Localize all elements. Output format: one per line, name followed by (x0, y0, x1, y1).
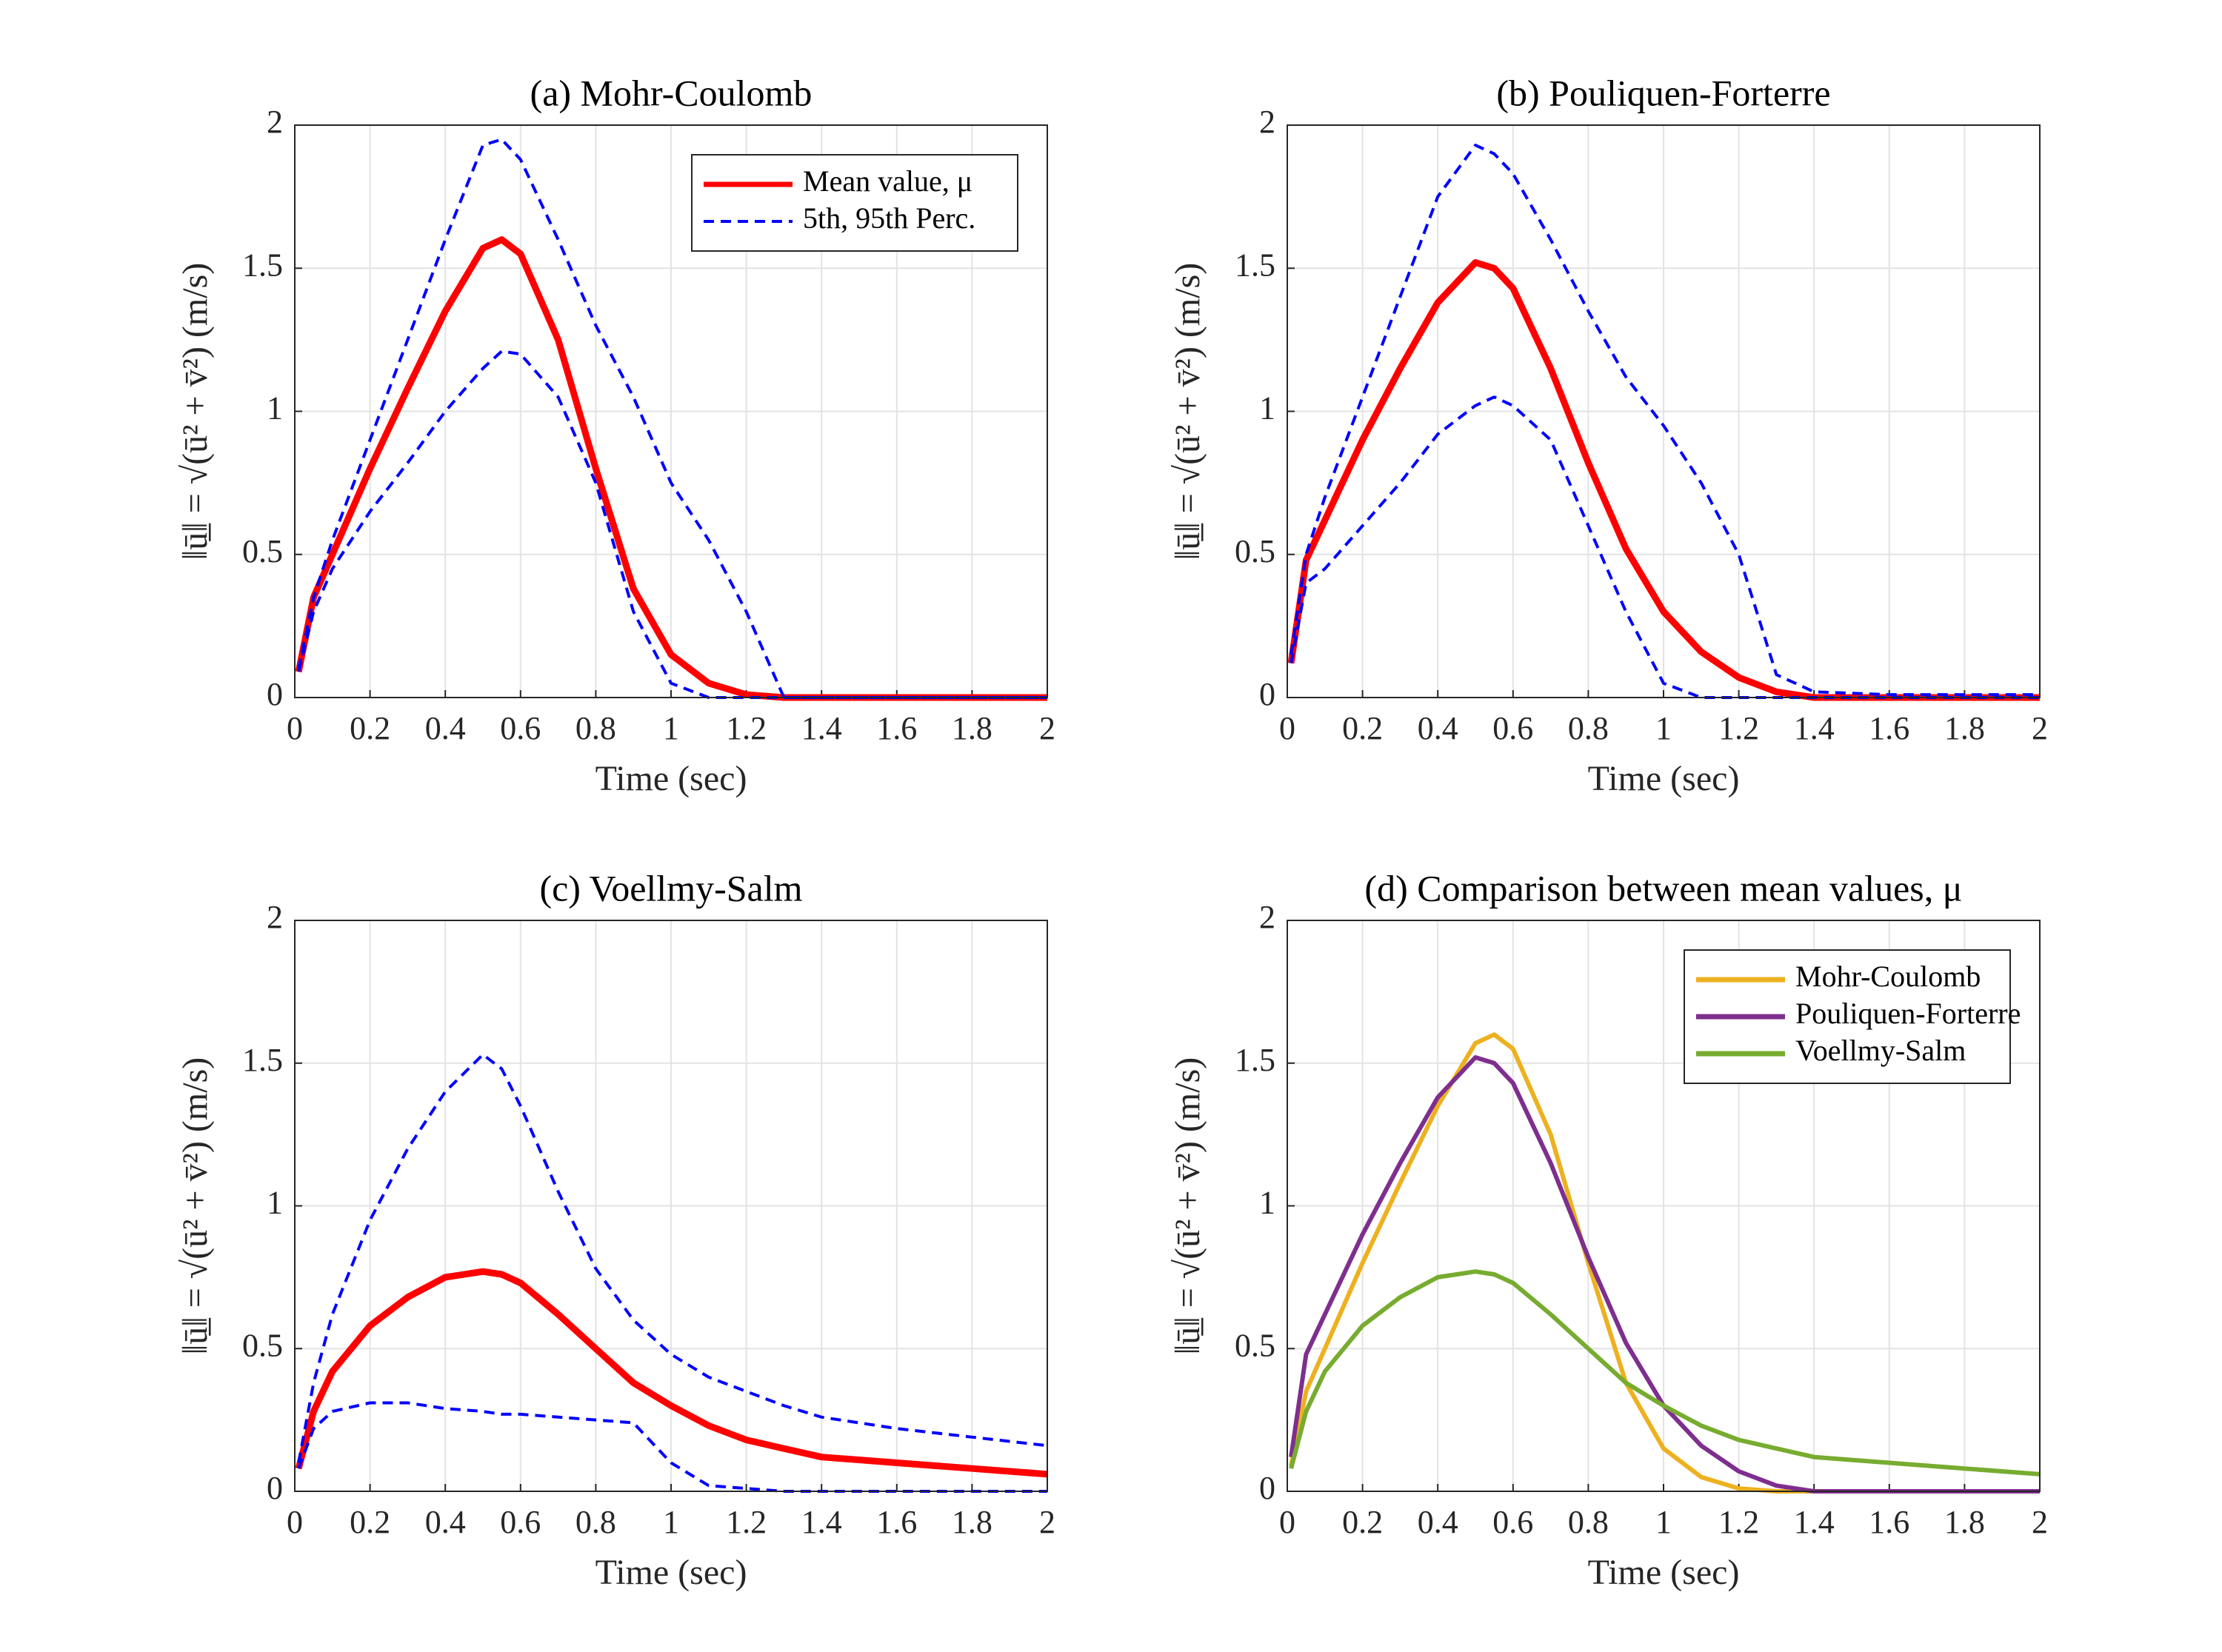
x-tick-label: 0.8 (575, 710, 616, 746)
y-tick-label: 1 (1259, 1185, 1275, 1221)
x-tick-label: 1.2 (1718, 710, 1759, 746)
x-tick-label: 0.2 (1342, 710, 1383, 746)
x-axis-label: Time (sec) (595, 1553, 747, 1592)
x-tick-label: 1.6 (876, 710, 917, 746)
x-tick-label: 0.4 (1418, 1504, 1458, 1540)
x-tick-label: 0.6 (1492, 710, 1533, 746)
y-tick-label: 0 (1259, 676, 1275, 712)
x-tick-label: 0.8 (575, 1504, 616, 1540)
series-line (297, 1053, 1048, 1463)
x-tick-label: 0.8 (1568, 710, 1609, 746)
axes-box (294, 124, 1048, 698)
legend-box (691, 154, 1018, 252)
x-tick-label: 2 (2032, 1504, 2048, 1540)
x-tick-label: 1.4 (1794, 1504, 1835, 1540)
x-tick-label: 0 (1279, 710, 1295, 746)
y-tick-label: 0 (267, 676, 283, 712)
y-tick-label: 1.5 (1235, 247, 1275, 283)
x-tick-label: 0 (287, 710, 303, 746)
chart-title: (d) Comparison between mean values, μ (1364, 867, 1962, 909)
series-line (1289, 1055, 2040, 1494)
legend-label: Mean value, μ (803, 164, 972, 198)
legend-label: Voellmy-Salm (1795, 1034, 1966, 1067)
x-tick-label: 1.4 (801, 710, 842, 746)
y-tick-label: 0.5 (1235, 533, 1275, 569)
x-tick-label: 0.4 (425, 1504, 466, 1540)
legend-label: 5th, 95th Perc. (803, 201, 975, 235)
x-tick-label: 0.4 (1418, 710, 1458, 746)
y-axis-label: ‖ū̲‖ = √(ū² + v̄²) (m/s) (176, 263, 215, 561)
chart-title: (c) Voellmy-Salm (539, 867, 802, 909)
series-line (1289, 1269, 2041, 1477)
x-tick-label: 1.8 (1944, 1504, 1985, 1540)
y-tick-label: 0.5 (242, 533, 283, 569)
x-tick-label: 1.4 (1794, 710, 1835, 746)
x-tick-label: 0.6 (1492, 1504, 1533, 1540)
legend-label: Pouliquen-Forterre (1795, 997, 2021, 1030)
y-tick-label: 2 (267, 899, 283, 935)
y-tick-label: 0.5 (242, 1327, 283, 1363)
series-line (297, 350, 1047, 699)
y-tick-label: 1.5 (242, 247, 283, 283)
x-tick-label: 2 (1039, 1504, 1055, 1540)
x-tick-label: 1.2 (726, 1504, 767, 1540)
chart-title: (b) Pouliquen-Forterre (1496, 72, 1830, 113)
y-tick-label: 0.5 (1235, 1327, 1275, 1363)
y-tick-label: 1 (1259, 390, 1275, 427)
x-tick-label: 2 (1039, 710, 1055, 746)
x-tick-label: 1.6 (1869, 710, 1909, 746)
x-axis-label: Time (sec) (1588, 759, 1740, 798)
x-tick-label: 0 (1279, 1504, 1295, 1540)
x-tick-label: 1.8 (952, 710, 992, 746)
y-tick-label: 1 (267, 1185, 283, 1221)
y-tick-label: 2 (1259, 104, 1275, 140)
y-tick-label: 1.5 (242, 1042, 283, 1078)
x-tick-label: 0.6 (500, 1504, 541, 1540)
x-tick-label: 1.2 (726, 710, 767, 746)
y-axis-label: ‖ū̲‖ = √(ū² + v̄²) (m/s) (1168, 1057, 1207, 1355)
x-tick-label: 1.6 (876, 1504, 917, 1540)
y-tick-label: 0 (267, 1470, 283, 1506)
x-tick-label: 0.2 (1342, 1504, 1383, 1540)
x-tick-label: 1 (663, 710, 679, 746)
x-tick-label: 0.2 (350, 710, 390, 746)
x-axis-label: Time (sec) (1588, 1553, 1740, 1592)
x-tick-label: 1.2 (1718, 1504, 1759, 1540)
x-tick-label: 1 (1655, 1504, 1672, 1540)
series-line (297, 1401, 1047, 1493)
x-tick-label: 2 (2032, 710, 2048, 746)
x-tick-label: 1 (663, 1504, 679, 1540)
x-axis-label: Time (sec) (595, 759, 747, 798)
y-tick-label: 2 (267, 104, 283, 140)
y-tick-label: 1.5 (1235, 1042, 1275, 1078)
y-tick-label: 1 (267, 390, 283, 427)
x-tick-label: 0.4 (425, 710, 466, 746)
x-tick-label: 1.8 (952, 1504, 992, 1540)
x-tick-label: 0.8 (1568, 1504, 1609, 1540)
x-tick-label: 1.6 (1869, 1504, 1909, 1540)
x-tick-label: 0 (287, 1504, 303, 1540)
x-tick-label: 0.2 (350, 1504, 390, 1540)
series-line (295, 1268, 1048, 1478)
x-tick-label: 1.8 (1944, 710, 1985, 746)
x-tick-label: 1 (1655, 710, 1672, 746)
axes-box (1287, 920, 2041, 1492)
y-axis-label: ‖ū̲‖ = √(ū² + v̄²) (m/s) (1168, 263, 1207, 561)
y-tick-label: 2 (1259, 899, 1275, 935)
series-line (1290, 144, 2040, 697)
y-tick-label: 0 (1259, 1470, 1275, 1506)
legend-label: Mohr-Coulomb (1795, 960, 1981, 993)
chart-title: (a) Mohr-Coulomb (530, 72, 813, 113)
axes-box (1287, 124, 2041, 698)
axes-box (294, 920, 1048, 1492)
y-axis-label: ‖ū̲‖ = √(ū² + v̄²) (m/s) (176, 1057, 215, 1355)
x-tick-label: 0.6 (500, 710, 541, 746)
x-tick-label: 1.4 (801, 1504, 842, 1540)
